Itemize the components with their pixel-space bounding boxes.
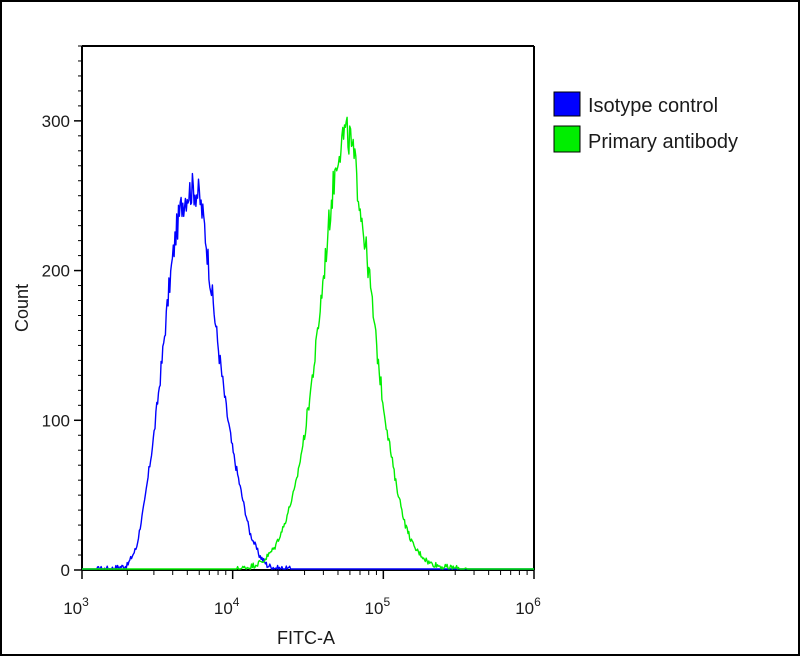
legend: Isotype control Primary antibody bbox=[553, 91, 738, 153]
y-tick-label-300: 300 bbox=[42, 112, 70, 131]
y-tick-label-200: 200 bbox=[42, 262, 70, 281]
legend-label-primary-antibody: Primary antibody bbox=[588, 131, 738, 153]
x-tick-label-1e3: 103 bbox=[63, 595, 89, 618]
x-tick-base: 10 bbox=[365, 599, 384, 618]
x-tick-base: 10 bbox=[63, 599, 82, 618]
legend-label-isotype-control: Isotype control bbox=[588, 95, 718, 117]
x-tick-exponent: 3 bbox=[82, 595, 89, 609]
x-tick-group: 103 104 105 106 bbox=[63, 570, 541, 618]
legend-swatch-isotype-control bbox=[553, 91, 581, 117]
x-tick-base: 10 bbox=[214, 599, 233, 618]
x-tick-label-1e4: 104 bbox=[214, 595, 240, 618]
x-tick-label-1e5: 105 bbox=[365, 595, 391, 618]
x-axis-title: FITC-A bbox=[277, 628, 335, 648]
legend-swatch-primary-antibody bbox=[553, 125, 581, 153]
series-line-primary-antibody bbox=[82, 116, 534, 570]
series-group bbox=[82, 116, 534, 570]
series-line-isotype-control bbox=[82, 172, 534, 570]
x-tick-label-1e6: 106 bbox=[515, 595, 541, 618]
y-tick-label-100: 100 bbox=[42, 411, 70, 430]
y-tick-group: 0 100 200 300 bbox=[42, 45, 82, 580]
x-tick-exponent: 6 bbox=[534, 595, 541, 609]
y-tick-label-0: 0 bbox=[61, 561, 70, 580]
x-tick-base: 10 bbox=[515, 599, 534, 618]
x-tick-exponent: 5 bbox=[383, 595, 390, 609]
x-tick-exponent: 4 bbox=[233, 595, 240, 609]
y-axis-title: Count bbox=[12, 284, 32, 332]
